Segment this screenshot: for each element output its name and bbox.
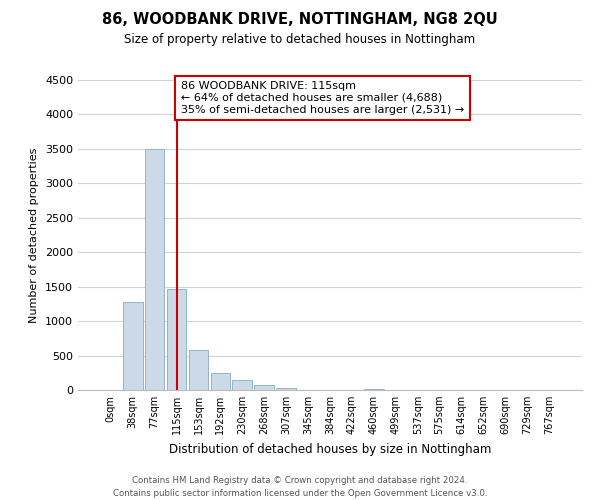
X-axis label: Distribution of detached houses by size in Nottingham: Distribution of detached houses by size …: [169, 442, 491, 456]
Bar: [211, 374, 230, 390]
Bar: [364, 388, 384, 390]
Bar: [276, 388, 296, 390]
Bar: [167, 288, 187, 390]
Bar: [145, 149, 164, 390]
Bar: [123, 302, 143, 390]
Bar: [254, 385, 274, 390]
Y-axis label: Number of detached properties: Number of detached properties: [29, 148, 40, 322]
Bar: [188, 350, 208, 390]
Text: Size of property relative to detached houses in Nottingham: Size of property relative to detached ho…: [124, 32, 476, 46]
Text: Contains HM Land Registry data © Crown copyright and database right 2024.
Contai: Contains HM Land Registry data © Crown c…: [113, 476, 487, 498]
Text: 86 WOODBANK DRIVE: 115sqm
← 64% of detached houses are smaller (4,688)
35% of se: 86 WOODBANK DRIVE: 115sqm ← 64% of detac…: [181, 82, 464, 114]
Bar: [232, 380, 252, 390]
Text: 86, WOODBANK DRIVE, NOTTINGHAM, NG8 2QU: 86, WOODBANK DRIVE, NOTTINGHAM, NG8 2QU: [102, 12, 498, 28]
